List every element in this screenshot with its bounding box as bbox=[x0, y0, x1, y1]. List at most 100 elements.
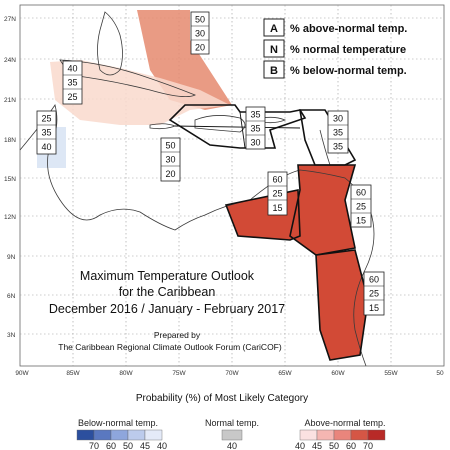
box-value-above: 40 bbox=[67, 64, 77, 74]
legend-above-swatch-40 bbox=[299, 429, 318, 441]
region-box-bahamas: 50 30 20 bbox=[190, 11, 210, 55]
box-value-below: 15 bbox=[369, 303, 379, 313]
legend-below-tick: 70 bbox=[89, 441, 99, 450]
title-line-3: December 2016 / January - February 2017 bbox=[49, 302, 285, 316]
legend-above-swatch-70 bbox=[367, 429, 386, 441]
legend-above-tick: 50 bbox=[329, 441, 339, 450]
lon-tick-70w: 70W bbox=[225, 370, 239, 377]
map-title: Maximum Temperature Outlook for the Cari… bbox=[49, 269, 285, 352]
box-value-above: 60 bbox=[369, 275, 379, 285]
legend-below-swatch-45 bbox=[127, 429, 146, 441]
key-letter-n: N bbox=[270, 44, 278, 56]
legend-below-tick: 50 bbox=[123, 441, 133, 450]
legend-below-label: Below-normal temp. bbox=[78, 418, 158, 428]
legend-below-swatch-60 bbox=[93, 429, 112, 441]
lon-tick-80w: 80W bbox=[119, 370, 133, 377]
region-cuba bbox=[50, 60, 230, 125]
legend-above-tick: 60 bbox=[346, 441, 356, 450]
box-value-above: 50 bbox=[165, 141, 175, 151]
lat-tick-24n: 24N bbox=[4, 57, 16, 64]
zone-outlines bbox=[168, 104, 369, 361]
prepared-org: The Caribbean Regional Climate Outlook F… bbox=[58, 342, 282, 352]
region-box-jamaica: 50 30 20 bbox=[160, 137, 181, 182]
lat-tick-18n: 18N bbox=[4, 137, 16, 144]
region-box-guianas: 60 25 15 bbox=[363, 271, 385, 316]
title-line-1: Maximum Temperature Outlook bbox=[80, 269, 255, 283]
lat-tick-9n: 9N bbox=[7, 254, 16, 261]
box-value-below: 40 bbox=[41, 142, 51, 152]
region-box-southern-caribbean: 60 25 15 bbox=[350, 184, 372, 228]
legend-title: Probability (%) of Most Likely Category bbox=[136, 393, 308, 404]
legend-below-tick: 60 bbox=[106, 441, 116, 450]
title-line-2: for the Caribbean bbox=[119, 285, 216, 299]
lon-tick-90w: 90W bbox=[15, 370, 29, 377]
lat-tick-3n: 3N bbox=[7, 332, 16, 339]
box-value-below: 20 bbox=[165, 169, 175, 179]
region-box-central-america: 60 25 15 bbox=[267, 171, 288, 216]
coastlines bbox=[19, 11, 375, 367]
box-value-above: 50 bbox=[195, 15, 205, 25]
region-southern-caribbean bbox=[290, 165, 355, 255]
legend-below-tick: 45 bbox=[140, 441, 150, 450]
box-value-normal: 35 bbox=[67, 78, 77, 88]
legend-below-swatch-50 bbox=[110, 429, 129, 441]
box-value-normal: 30 bbox=[195, 29, 205, 39]
box-value-above: 30 bbox=[333, 114, 343, 124]
region-box-hispaniola: 35 35 30 bbox=[245, 106, 266, 150]
legend-above-tick: 70 bbox=[363, 441, 373, 450]
region-box-belize: 25 35 40 bbox=[36, 110, 57, 155]
zone-dividers bbox=[174, 111, 301, 149]
lat-axis: 27N 24N 21N 18N 15N 12N 9N 6N 3N bbox=[4, 16, 16, 339]
box-value-above: 35 bbox=[250, 110, 260, 120]
lat-tick-15n: 15N bbox=[4, 176, 16, 183]
box-value-normal: 35 bbox=[41, 128, 51, 138]
region-box-lesser-antilles-north: 30 35 35 bbox=[327, 110, 349, 154]
lon-tick-50: 50 bbox=[436, 370, 444, 377]
box-value-normal: 25 bbox=[369, 289, 379, 299]
box-value-normal: 25 bbox=[272, 189, 282, 199]
key-text-below: % below-normal temp. bbox=[290, 65, 407, 77]
legend-below-swatch-40 bbox=[144, 429, 163, 441]
key-letter-a: A bbox=[270, 23, 278, 35]
box-value-below: 30 bbox=[250, 138, 260, 148]
box-value-below: 15 bbox=[356, 216, 366, 226]
legend-normal-tick: 40 bbox=[227, 441, 237, 450]
box-value-above: 60 bbox=[356, 188, 366, 198]
lat-tick-6n: 6N bbox=[7, 293, 16, 300]
region-guianas bbox=[316, 250, 368, 360]
lat-tick-21n: 21N bbox=[4, 97, 16, 104]
legend-normal-label: Normal temp. bbox=[205, 418, 259, 428]
lon-tick-60w: 60W bbox=[331, 370, 345, 377]
lon-tick-85w: 85W bbox=[66, 370, 80, 377]
legend-above-swatch-45 bbox=[316, 429, 335, 441]
box-value-above: 25 bbox=[41, 114, 51, 124]
legend-above-swatch-60 bbox=[350, 429, 369, 441]
box-value-below: 15 bbox=[272, 203, 282, 213]
region-box-cuba: 40 35 25 bbox=[62, 60, 83, 105]
lon-tick-75w: 75W bbox=[172, 370, 186, 377]
lon-tick-65w: 65W bbox=[278, 370, 292, 377]
legend-above-tick: 40 bbox=[295, 441, 305, 450]
key-letter-b: B bbox=[270, 65, 278, 77]
box-value-normal: 35 bbox=[333, 128, 343, 138]
key-text-normal: % normal temperature bbox=[290, 44, 406, 56]
key-text-above: % above-normal temp. bbox=[290, 23, 407, 35]
box-value-normal: 25 bbox=[356, 202, 366, 212]
legend: Probability (%) of Most Likely Category … bbox=[76, 393, 386, 450]
legend-below-swatch-70 bbox=[76, 429, 95, 441]
legend-above-label: Above-normal temp. bbox=[304, 418, 385, 428]
box-value-normal: 35 bbox=[250, 124, 260, 134]
box-value-below: 35 bbox=[333, 142, 343, 152]
lat-tick-27n: 27N bbox=[4, 16, 16, 23]
category-key: A N B % above-normal temp. % normal temp… bbox=[263, 18, 407, 79]
legend-below-tick: 40 bbox=[157, 441, 167, 450]
box-value-above: 60 bbox=[272, 175, 282, 185]
lon-tick-55w: 55W bbox=[384, 370, 398, 377]
box-value-normal: 30 bbox=[165, 155, 175, 165]
lat-tick-12n: 12N bbox=[4, 214, 16, 221]
box-value-below: 25 bbox=[67, 92, 77, 102]
prepared-by: Prepared by bbox=[154, 330, 201, 340]
legend-above-tick: 45 bbox=[312, 441, 322, 450]
